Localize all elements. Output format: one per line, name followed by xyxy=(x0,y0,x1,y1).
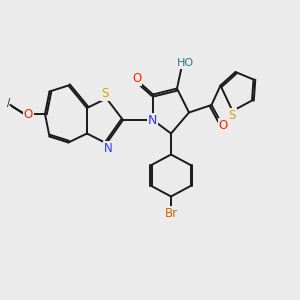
Text: O: O xyxy=(24,107,33,121)
Text: /: / xyxy=(8,98,10,108)
Text: Br: Br xyxy=(164,207,178,220)
Text: O: O xyxy=(219,118,228,132)
Text: HO: HO xyxy=(176,58,194,68)
Text: N: N xyxy=(148,113,157,127)
Text: S: S xyxy=(101,87,109,100)
Text: O: O xyxy=(132,72,141,85)
Text: N: N xyxy=(103,142,112,155)
Text: S: S xyxy=(228,109,236,122)
